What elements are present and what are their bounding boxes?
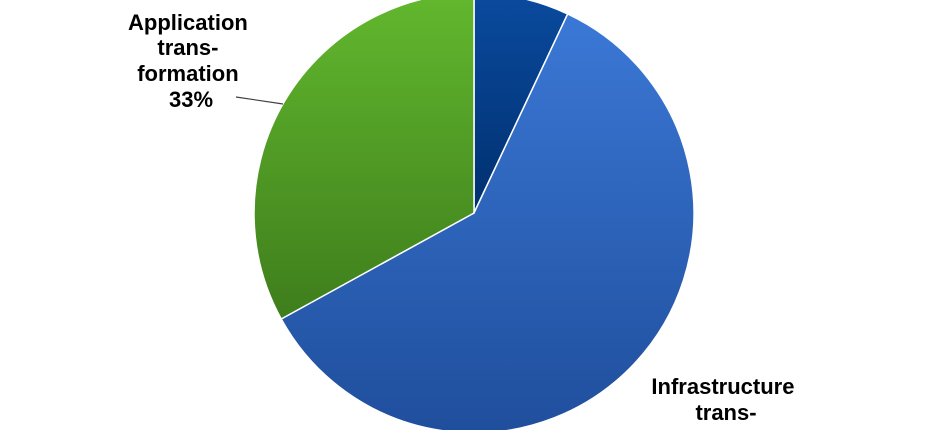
application-label-line-4: 33%	[169, 87, 213, 112]
application-label-line-1: Application	[128, 10, 248, 35]
application-label-line-3: formation	[137, 61, 238, 86]
infrastructure-label-line-1: Infrastructure	[651, 374, 794, 399]
pie-slice-application	[253, 0, 475, 320]
infrastructure-label: Infrastructure trans-	[651, 374, 800, 425]
infrastructure-label-line-2: trans-	[695, 400, 756, 425]
application-label-line-2: trans-	[157, 35, 218, 60]
application-label: Application trans- formation 33%	[128, 10, 254, 112]
pie-slice-infrastructure	[280, 13, 695, 430]
application-leader-line	[235, 96, 284, 105]
